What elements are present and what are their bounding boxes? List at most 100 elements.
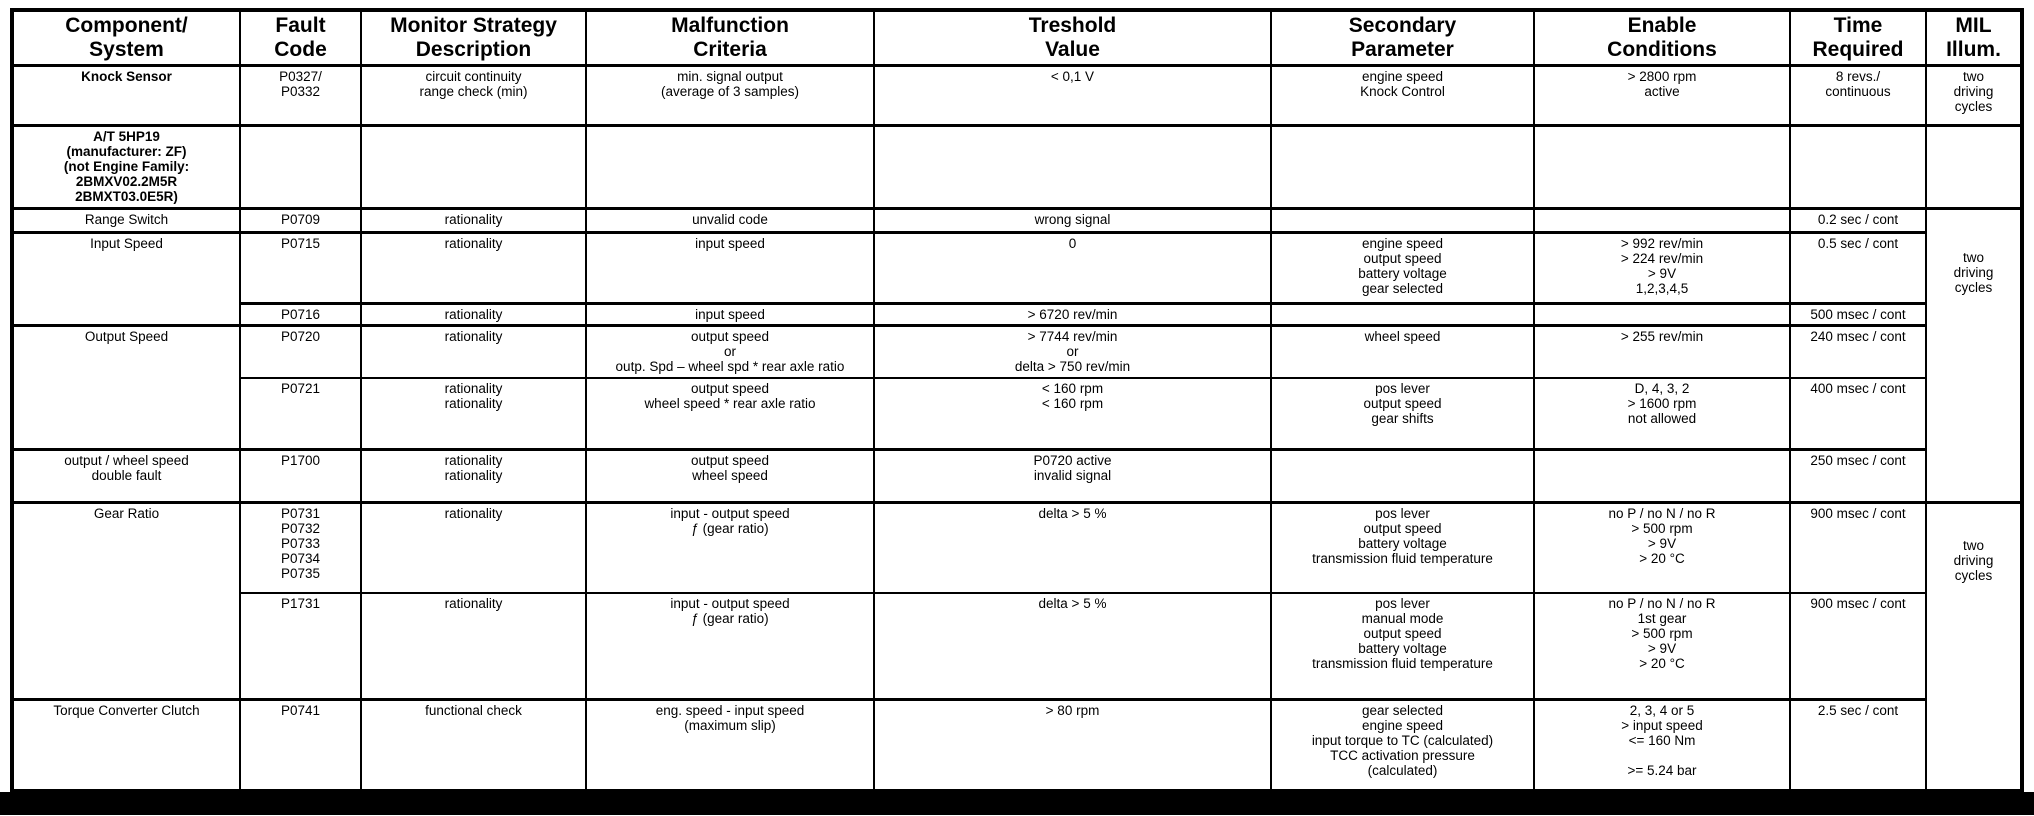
col-header-9: MIL Illum. <box>1925 9 2023 67</box>
row-p0731-gear-ratio-malfunction-criteria: input - output speed ƒ (gear ratio) <box>585 501 875 594</box>
row-p0741-torque-converter-clutch-monitor-strategy: functional check <box>360 698 587 792</box>
row-range-switch-fault-code: P0709 <box>239 207 362 234</box>
row-knock-sensor-time-required: 8 revs./ continuous <box>1789 64 1927 127</box>
row-p0716-fault-code: P0716 <box>239 302 362 327</box>
row-p1731-time-required: 900 msec / cont <box>1789 591 1927 701</box>
row-range-switch-treshold-value: wrong signal <box>873 207 1272 234</box>
obd-monitor-table: Component/ System Fault Code Monitor Strat… <box>10 8 2024 793</box>
row-p1731-secondary-parameter: pos lever manual mode output speed batte… <box>1270 591 1535 701</box>
table-body: Knock Sensor P0327/ P0332 circuit continui… <box>11 64 2023 792</box>
row-p0721-time-required: 400 msec / cont <box>1789 376 1927 451</box>
row-at-5hp19-treshold-value <box>873 124 1272 210</box>
row-p0731-gear-ratio-time-required: 900 msec / cont <box>1789 501 1927 594</box>
row-at-5hp19-monitor-strategy <box>360 124 587 210</box>
row-p0741-torque-converter-clutch-fault-code: P0741 <box>239 698 362 792</box>
row-p0721-malfunction-criteria: output speed wheel speed * rear axle rat… <box>585 376 875 451</box>
row-p0721-monitor-strategy: rationality rationality <box>360 376 587 451</box>
row-p1731-treshold-value: delta > 5 % <box>873 591 1272 701</box>
row-p0731-gear-ratio-treshold-value: delta > 5 % <box>873 501 1272 594</box>
row-p1700-double-fault-monitor-strategy: rationality rationality <box>360 448 587 504</box>
col-header-7: Enable Conditions <box>1533 9 1791 67</box>
row-p0731-gear-ratio-mil-illum: two driving cycles <box>1925 501 2023 792</box>
row-p0741-torque-converter-clutch: Torque Converter Clutch P0741 functional c… <box>11 698 2022 792</box>
row-p0716: P0716 rationality input speed > 6720 rev/mi… <box>12 302 2022 327</box>
row-p0720-output-speed-monitor-strategy: rationality <box>360 324 587 379</box>
col-header-8: Time Required <box>1789 9 1927 67</box>
row-p1700-double-fault-enable-conditions <box>1533 448 1791 504</box>
table-header: Component/ System Fault Code Monitor Strat… <box>11 9 2023 67</box>
row-p0720-output-speed-component: Output Speed <box>11 324 241 451</box>
row-p0741-torque-converter-clutch-secondary-parameter: gear selected engine speed input torque … <box>1270 698 1535 792</box>
row-p0721-secondary-parameter: pos lever output speed gear shifts <box>1270 376 1535 451</box>
row-p1700-double-fault-treshold-value: P0720 active invalid signal <box>873 448 1272 504</box>
row-p0716-treshold-value: > 6720 rev/min <box>873 302 1272 327</box>
redaction-bar <box>0 792 2034 815</box>
row-range-switch-monitor-strategy: rationality <box>360 207 587 234</box>
row-range-switch-malfunction-criteria: unvalid code <box>585 207 875 234</box>
row-p0716-monitor-strategy: rationality <box>360 302 587 327</box>
row-p1731-enable-conditions: no P / no N / no R 1st gear > 500 rpm > … <box>1533 591 1791 701</box>
row-p0741-torque-converter-clutch-treshold-value: > 80 rpm <box>873 698 1272 792</box>
row-knock-sensor-monitor-strategy: circuit continuity range check (min) <box>360 64 587 127</box>
row-p0716-secondary-parameter <box>1270 302 1535 327</box>
row-range-switch-time-required: 0.2 sec / cont <box>1789 207 1927 234</box>
row-knock-sensor-mil-illum: two driving cycles <box>1925 64 2023 127</box>
row-p1700-double-fault-fault-code: P1700 <box>239 448 362 504</box>
row-p1700-double-fault-time-required: 250 msec / cont <box>1789 448 1927 504</box>
row-p0731-gear-ratio-enable-conditions: no P / no N / no R > 500 rpm > 9V > 20 °… <box>1533 501 1791 594</box>
row-p0741-torque-converter-clutch-malfunction-criteria: eng. speed - input speed (maximum slip) <box>585 698 875 792</box>
col-header-3: Monitor Strategy Description <box>360 9 587 67</box>
row-p0715-input-speed-monitor-strategy: rationality <box>360 231 587 305</box>
row-p1700-double-fault-secondary-parameter <box>1270 448 1535 504</box>
row-at-5hp19-mil-illum <box>1925 124 2023 210</box>
row-knock-sensor: Knock Sensor P0327/ P0332 circuit continui… <box>11 64 2023 127</box>
row-p0731-gear-ratio-component: Gear Ratio <box>11 501 241 701</box>
col-header-2: Fault Code <box>239 9 362 67</box>
row-p0731-gear-ratio: Gear Ratio P0731 P0732 P0733 P0734 P0735 r… <box>11 501 2023 792</box>
row-p0720-output-speed-enable-conditions: > 255 rev/min <box>1533 324 1791 379</box>
row-p0720-output-speed-secondary-parameter: wheel speed <box>1270 324 1535 379</box>
row-p0731-gear-ratio-secondary-parameter: pos lever output speed battery voltage t… <box>1270 501 1535 594</box>
row-knock-sensor-fault-code: P0327/ P0332 <box>239 64 362 127</box>
row-p1700-double-fault-malfunction-criteria: output speed wheel speed <box>585 448 875 504</box>
row-p0720-output-speed-malfunction-criteria: output speed or outp. Spd – wheel spd * … <box>585 324 875 379</box>
row-p0741-torque-converter-clutch-time-required: 2.5 sec / cont <box>1789 698 1927 792</box>
row-p0721-enable-conditions: D, 4, 3, 2 > 1600 rpm not allowed <box>1533 376 1791 451</box>
row-p0731-gear-ratio-monitor-strategy: rationality <box>360 501 587 594</box>
row-p1731-monitor-strategy: rationality <box>360 591 587 701</box>
row-at-5hp19-malfunction-criteria <box>585 124 875 210</box>
row-p0720-output-speed-time-required: 240 msec / cont <box>1789 324 1927 379</box>
row-p0720-output-speed-treshold-value: > 7744 rev/min or delta > 750 rev/min <box>873 324 1272 379</box>
row-p0741-torque-converter-clutch-enable-conditions: 2, 3, 4 or 5 > input speed <= 160 Nm >= … <box>1533 698 1791 792</box>
row-p1700-double-fault-component: output / wheel speed double fault <box>11 448 241 504</box>
row-range-switch-enable-conditions <box>1533 207 1791 234</box>
row-at-5hp19-time-required <box>1789 124 1927 210</box>
row-knock-sensor-treshold-value: < 0,1 V <box>873 64 1272 127</box>
row-p0720-output-speed-fault-code: P0720 <box>239 324 362 379</box>
row-p0720-output-speed: Output Speed P0720 rationality output speed… <box>11 324 2022 451</box>
row-p0731-gear-ratio-fault-code: P0731 P0732 P0733 P0734 P0735 <box>239 501 362 594</box>
col-header-4: Malfunction Criteria <box>585 9 875 67</box>
col-header-6: Secondary Parameter <box>1270 9 1535 67</box>
row-knock-sensor-enable-conditions: > 2800 rpm active <box>1533 64 1791 127</box>
row-p1731-fault-code: P1731 <box>239 591 362 701</box>
row-p0741-torque-converter-clutch-component: Torque Converter Clutch <box>11 698 241 792</box>
row-knock-sensor-malfunction-criteria: min. signal output (average of 3 samples… <box>585 64 875 127</box>
row-p0716-enable-conditions <box>1533 302 1791 327</box>
row-p0721-treshold-value: < 160 rpm < 160 rpm <box>873 376 1272 451</box>
row-at-5hp19-component: A/T 5HP19 (manufacturer: ZF) (not Engine… <box>11 124 241 210</box>
row-p0715-input-speed: Input Speed P0715 rationality input speed 0 e… <box>11 231 2022 327</box>
row-range-switch-mil-illum: two driving cycles <box>1925 207 2023 504</box>
col-header-1: Component/ System <box>11 9 241 67</box>
row-range-switch-component: Range Switch <box>11 207 241 234</box>
row-p0716-time-required: 500 msec / cont <box>1789 302 1927 327</box>
row-p0715-input-speed-malfunction-criteria: input speed <box>585 231 875 305</box>
row-p1700-double-fault: output / wheel speed double fault P1700 ra… <box>11 448 2022 504</box>
row-p0715-input-speed-component: Input Speed <box>11 231 241 327</box>
header-row: Component/ System Fault Code Monitor Strat… <box>11 9 2023 67</box>
row-p0715-input-speed-fault-code: P0715 <box>239 231 362 305</box>
row-p0715-input-speed-time-required: 0.5 sec / cont <box>1789 231 1927 305</box>
row-at-5hp19-secondary-parameter <box>1270 124 1535 210</box>
row-at-5hp19-enable-conditions <box>1533 124 1791 210</box>
